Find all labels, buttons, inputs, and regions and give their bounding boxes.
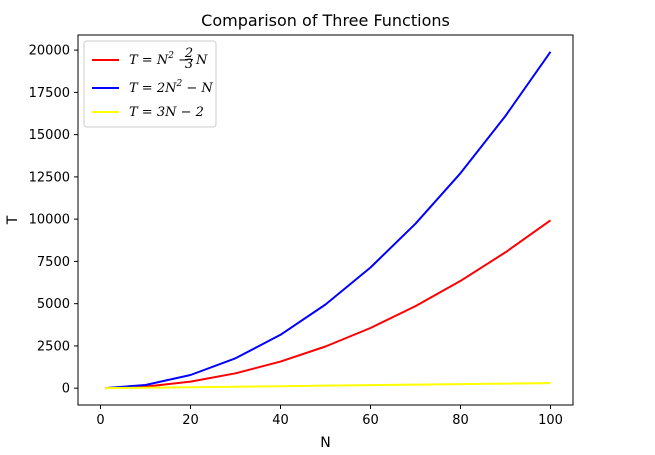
y-tick-label: 10000 <box>29 213 70 228</box>
x-axis-label: N <box>320 435 330 451</box>
series-line-blue <box>104 51 552 390</box>
y-tick-label: 12500 <box>29 170 70 185</box>
series-line-red <box>104 219 552 390</box>
x-tick-label: 60 <box>362 413 379 428</box>
plot-frame <box>77 34 574 406</box>
y-tick-label: 20000 <box>29 44 70 59</box>
legend-red-term-n: N <box>195 53 208 68</box>
y-axis-label: T <box>5 215 21 225</box>
series-line-yellow <box>104 382 551 390</box>
legend-red-fraction-denominator: 3 <box>185 57 193 72</box>
legend-blue-term-1: T = 2N <box>129 81 177 96</box>
y-tick-label: 2500 <box>37 339 70 354</box>
series-layer <box>104 51 552 390</box>
legend-label-blue: T = 2N2 − N <box>129 79 213 96</box>
x-tick-label: 100 <box>538 413 563 428</box>
legend-blue-exponent: 2 <box>175 79 182 89</box>
legend: T = N2 − 2 3 N T = 2N2 − N T = 3N − 2 <box>83 40 217 128</box>
legend-red-term-1: T = N <box>129 53 169 68</box>
legend-red-fraction-numerator: 2 <box>184 46 193 61</box>
y-tick-label: 5000 <box>37 297 70 312</box>
legend-red-minus: − <box>174 53 189 68</box>
x-tick-label: 20 <box>182 413 199 428</box>
x-tick-label: 40 <box>272 413 289 428</box>
y-axis: 0 2500 5000 7500 10000 12500 15000 17500 20000 <box>29 44 78 397</box>
legend-blue-term-2: − N <box>182 81 213 96</box>
legend-label-yellow: T = 3N − 2 <box>129 105 204 120</box>
chart-title: Comparison of Three Functions <box>201 11 450 30</box>
y-tick-label: 0 <box>62 382 70 397</box>
x-tick-label: 0 <box>96 413 104 428</box>
x-axis: 0 20 40 60 80 100 <box>96 405 563 428</box>
x-tick-label: 80 <box>452 413 469 428</box>
y-tick-label: 15000 <box>29 128 70 143</box>
y-tick-label: 7500 <box>37 255 70 270</box>
legend-red-exponent: 2 <box>167 51 174 61</box>
legend-label-red: T = N2 − <box>129 51 189 68</box>
y-tick-label: 17500 <box>29 86 70 101</box>
legend-box <box>83 40 217 128</box>
